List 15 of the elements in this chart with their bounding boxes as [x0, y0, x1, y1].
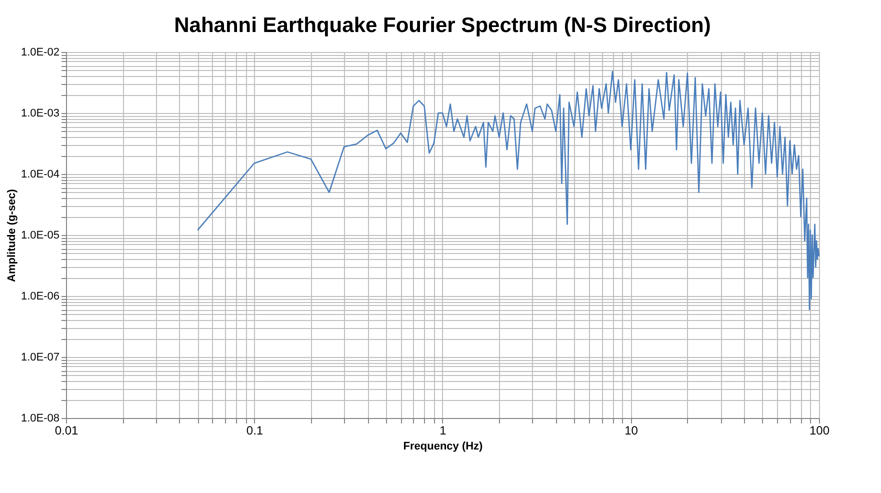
y-tick-label: 1.0E-02 — [20, 46, 60, 58]
x-tick-label: 0.1 — [246, 424, 264, 438]
y-tick-label: 1.0E-07 — [20, 352, 60, 364]
x-tick-label: 0.01 — [54, 424, 78, 438]
x-tick-label: 1 — [440, 424, 447, 438]
y-tick-label: 1.0E-05 — [20, 230, 60, 242]
y-tick-label: 1.0E-06 — [20, 290, 60, 302]
y-tick-label: 1.0E-03 — [20, 108, 60, 120]
y-axis-title: Amplitude (g-sec) — [6, 188, 18, 282]
y-tick-label: 1.0E-08 — [20, 412, 60, 424]
x-tick-label: 100 — [809, 424, 830, 438]
x-axis-title: Frequency (Hz) — [403, 440, 484, 452]
y-tick-label: 1.0E-04 — [20, 168, 60, 180]
x-tick-label: 10 — [624, 424, 638, 438]
chart-title: Nahanni Earthquake Fourier Spectrum (N-S Direction) — [174, 14, 711, 37]
